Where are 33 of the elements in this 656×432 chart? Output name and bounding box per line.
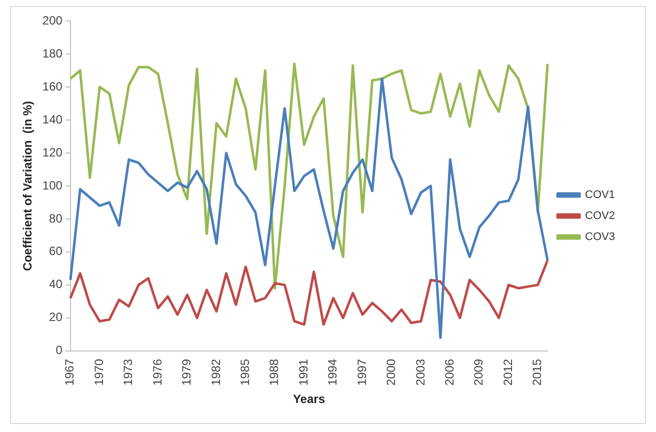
x-tick-label: 1988: [267, 358, 282, 386]
y-tick-label: 40: [49, 277, 63, 292]
y-tick-label: 20: [49, 310, 63, 324]
x-tick-label: 2000: [384, 358, 398, 386]
x-tick-label: 2012: [500, 358, 515, 386]
x-tick-label: 1970: [92, 358, 106, 386]
y-tick-label: 180: [42, 46, 63, 60]
y-tick-label: 160: [42, 79, 63, 94]
x-tick-label: 1976: [150, 358, 164, 386]
y-tick-label: 80: [49, 211, 63, 226]
y-tick-label: 60: [49, 244, 63, 258]
x-tick-label: 1967: [62, 358, 77, 386]
x-tick-label: 2009: [472, 358, 486, 386]
x-tick-label: 1982: [208, 358, 223, 386]
legend-label: COV2: [585, 210, 616, 222]
y-tick-label: 140: [42, 112, 63, 126]
y-tick-label: 100: [42, 178, 63, 192]
x-tick-label: 2015: [530, 358, 544, 386]
legend-label: COV3: [585, 231, 616, 244]
x-tick-label: 2003: [413, 358, 428, 386]
y-tick-label: 120: [42, 145, 63, 160]
x-tick-label: 2006: [442, 358, 456, 386]
x-axis-title: Years: [292, 392, 326, 406]
x-tick-label: 1973: [121, 358, 136, 386]
y-tick-label: 200: [42, 13, 63, 28]
y-tick-label: 0: [56, 343, 63, 358]
x-tick-label: 1979: [180, 358, 194, 386]
x-tick-label: 1997: [354, 358, 369, 386]
x-tick-label: 1991: [296, 358, 310, 386]
x-tick-label: 1994: [326, 358, 340, 386]
legend-label: COV1: [585, 189, 616, 202]
y-axis-title: Coefficient of Variation (in %): [20, 100, 35, 271]
x-tick-label: 1985: [238, 358, 252, 386]
